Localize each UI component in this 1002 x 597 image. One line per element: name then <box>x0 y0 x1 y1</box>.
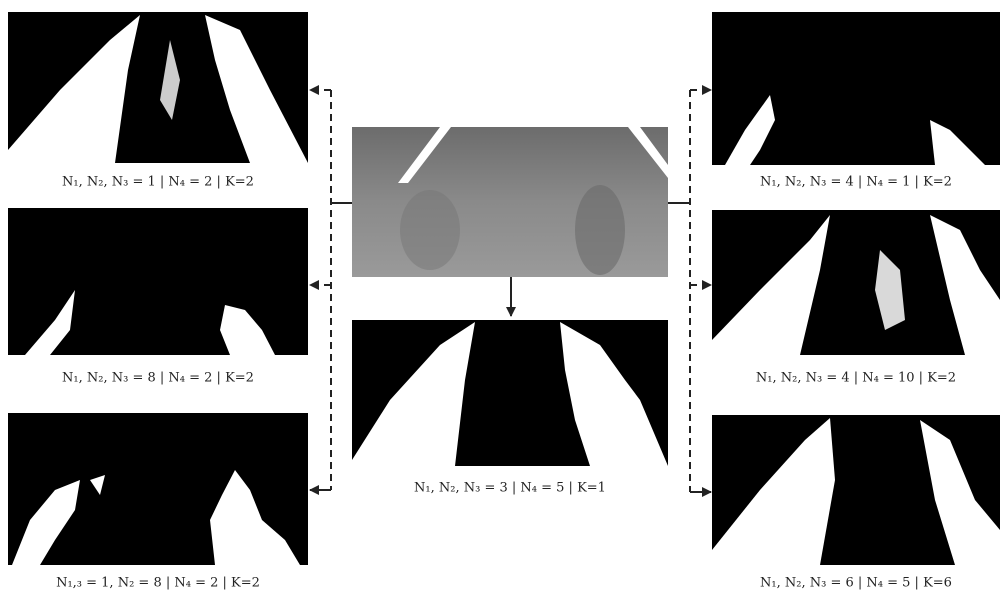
caption: N₁, N₂, N₃ = 6 | N₄ = 5 | K=6 <box>760 576 952 591</box>
segmentation-image <box>712 12 1000 165</box>
segmentation-image <box>712 210 1000 355</box>
segmentation-image <box>352 320 668 466</box>
segmentation-image <box>8 208 308 355</box>
segmentation-image <box>8 413 308 565</box>
caption: N₁, N₂, N₃ = 8 | N₄ = 2 | K=2 <box>62 371 254 386</box>
caption: N₁, N₂, N₃ = 4 | N₄ = 1 | K=2 <box>760 175 952 190</box>
caption: N₁, N₂, N₃ = 3 | N₄ = 5 | K=1 <box>414 481 606 496</box>
caption: N₁, N₂, N₃ = 4 | N₄ = 10 | K=2 <box>756 371 956 386</box>
caption: N₁,₃ = 1, N₂ = 8 | N₄ = 2 | K=2 <box>56 576 260 591</box>
road-image <box>352 127 668 277</box>
figure: N₁, N₂, N₃ = 1 | N₄ = 2 | K=2 N₁, N₂, N₃… <box>0 0 1002 597</box>
segmentation-image <box>8 12 308 163</box>
segmentation-image <box>712 415 1000 565</box>
caption: N₁, N₂, N₃ = 1 | N₄ = 2 | K=2 <box>62 175 254 190</box>
page: N₁, N₂, N₃ = 1 | N₄ = 2 | K=2 N₁, N₂, N₃… <box>0 0 1002 597</box>
